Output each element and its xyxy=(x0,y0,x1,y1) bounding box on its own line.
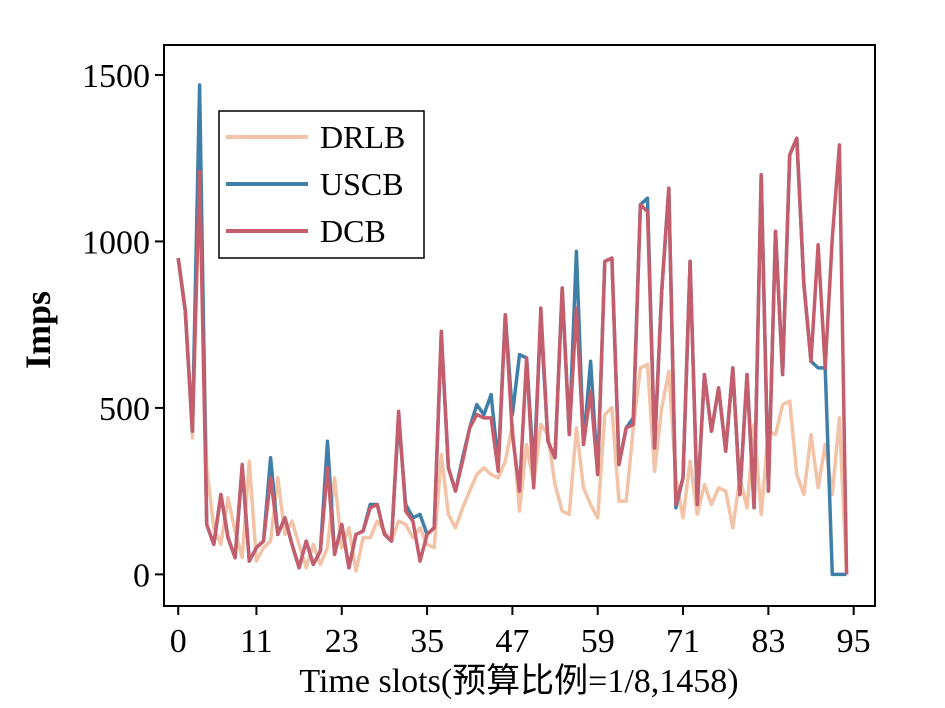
x-tick-label: 0 xyxy=(170,623,187,660)
x-tick-label: 71 xyxy=(666,623,700,660)
plot-frame xyxy=(163,44,876,607)
y-tick-label: 1500 xyxy=(82,58,150,95)
y-axis-title: Imps xyxy=(18,291,58,369)
x-tick-label: 95 xyxy=(837,623,871,660)
x-tick-label: 35 xyxy=(410,623,444,660)
x-tick-label: 47 xyxy=(495,623,529,660)
axes-layer: 0 11 23 35 47 59 71 83 95 0 500 1000 1500 xyxy=(82,58,871,660)
series-layer xyxy=(176,83,849,577)
y-tick-label: 0 xyxy=(133,557,150,594)
legend-label-uscb: USCB xyxy=(320,166,404,202)
x-tick-label: 59 xyxy=(581,623,615,660)
x-tick-label: 83 xyxy=(751,623,785,660)
x-tick-label: 23 xyxy=(325,623,359,660)
x-tick-label: 11 xyxy=(240,623,273,660)
x-axis-title: Time slots(预算比例=1/8,1458) xyxy=(299,662,738,700)
y-tick-label: 1000 xyxy=(82,224,150,261)
legend-label-dcb: DCB xyxy=(320,213,386,249)
legend-label-drlb: DRLB xyxy=(320,119,405,155)
legend: DRLB USCB DCB xyxy=(218,110,425,259)
y-tick-label: 500 xyxy=(99,391,150,428)
series-line-dcb xyxy=(176,136,849,575)
